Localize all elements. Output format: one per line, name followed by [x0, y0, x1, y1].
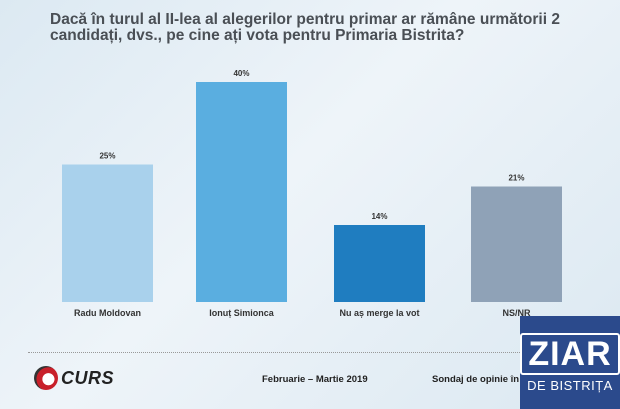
bar-2 [334, 225, 425, 302]
footer-date: Februarie – Martie 2019 [262, 374, 368, 385]
data-label: 40% [233, 69, 249, 78]
bar-1 [196, 82, 287, 302]
footer-divider [28, 352, 520, 353]
category-label: Ionuț Simionca [209, 308, 274, 318]
ziar-de-bistrita-logo: ZIAR DE BISTRIȚA [520, 316, 620, 409]
data-label: 25% [99, 152, 115, 161]
curs-brand: CURS [61, 367, 115, 388]
logo-ziar: ZIAR [520, 332, 620, 375]
chart-title: Dacă în turul al II-lea al alegerilor pe… [50, 11, 560, 44]
bar-0 [62, 164, 153, 302]
data-label: 14% [371, 212, 387, 221]
category-label: Nu aș merge la vot [339, 308, 419, 318]
bar-chart: 25% Radu Moldovan 40% Ionuț Simionca 14% Nu a… [62, 69, 562, 318]
curs-logo-icon [34, 366, 58, 390]
category-label: NS/NR [502, 308, 531, 318]
data-label: 21% [508, 174, 524, 183]
logo-de-bistrita: DE BISTRIȚA [527, 377, 613, 393]
footer-survey: Sondaj de opinie în M [432, 374, 530, 385]
category-label: Radu Moldovan [74, 308, 141, 318]
curs-logo: CURS [34, 366, 114, 390]
bar-3 [471, 186, 562, 302]
